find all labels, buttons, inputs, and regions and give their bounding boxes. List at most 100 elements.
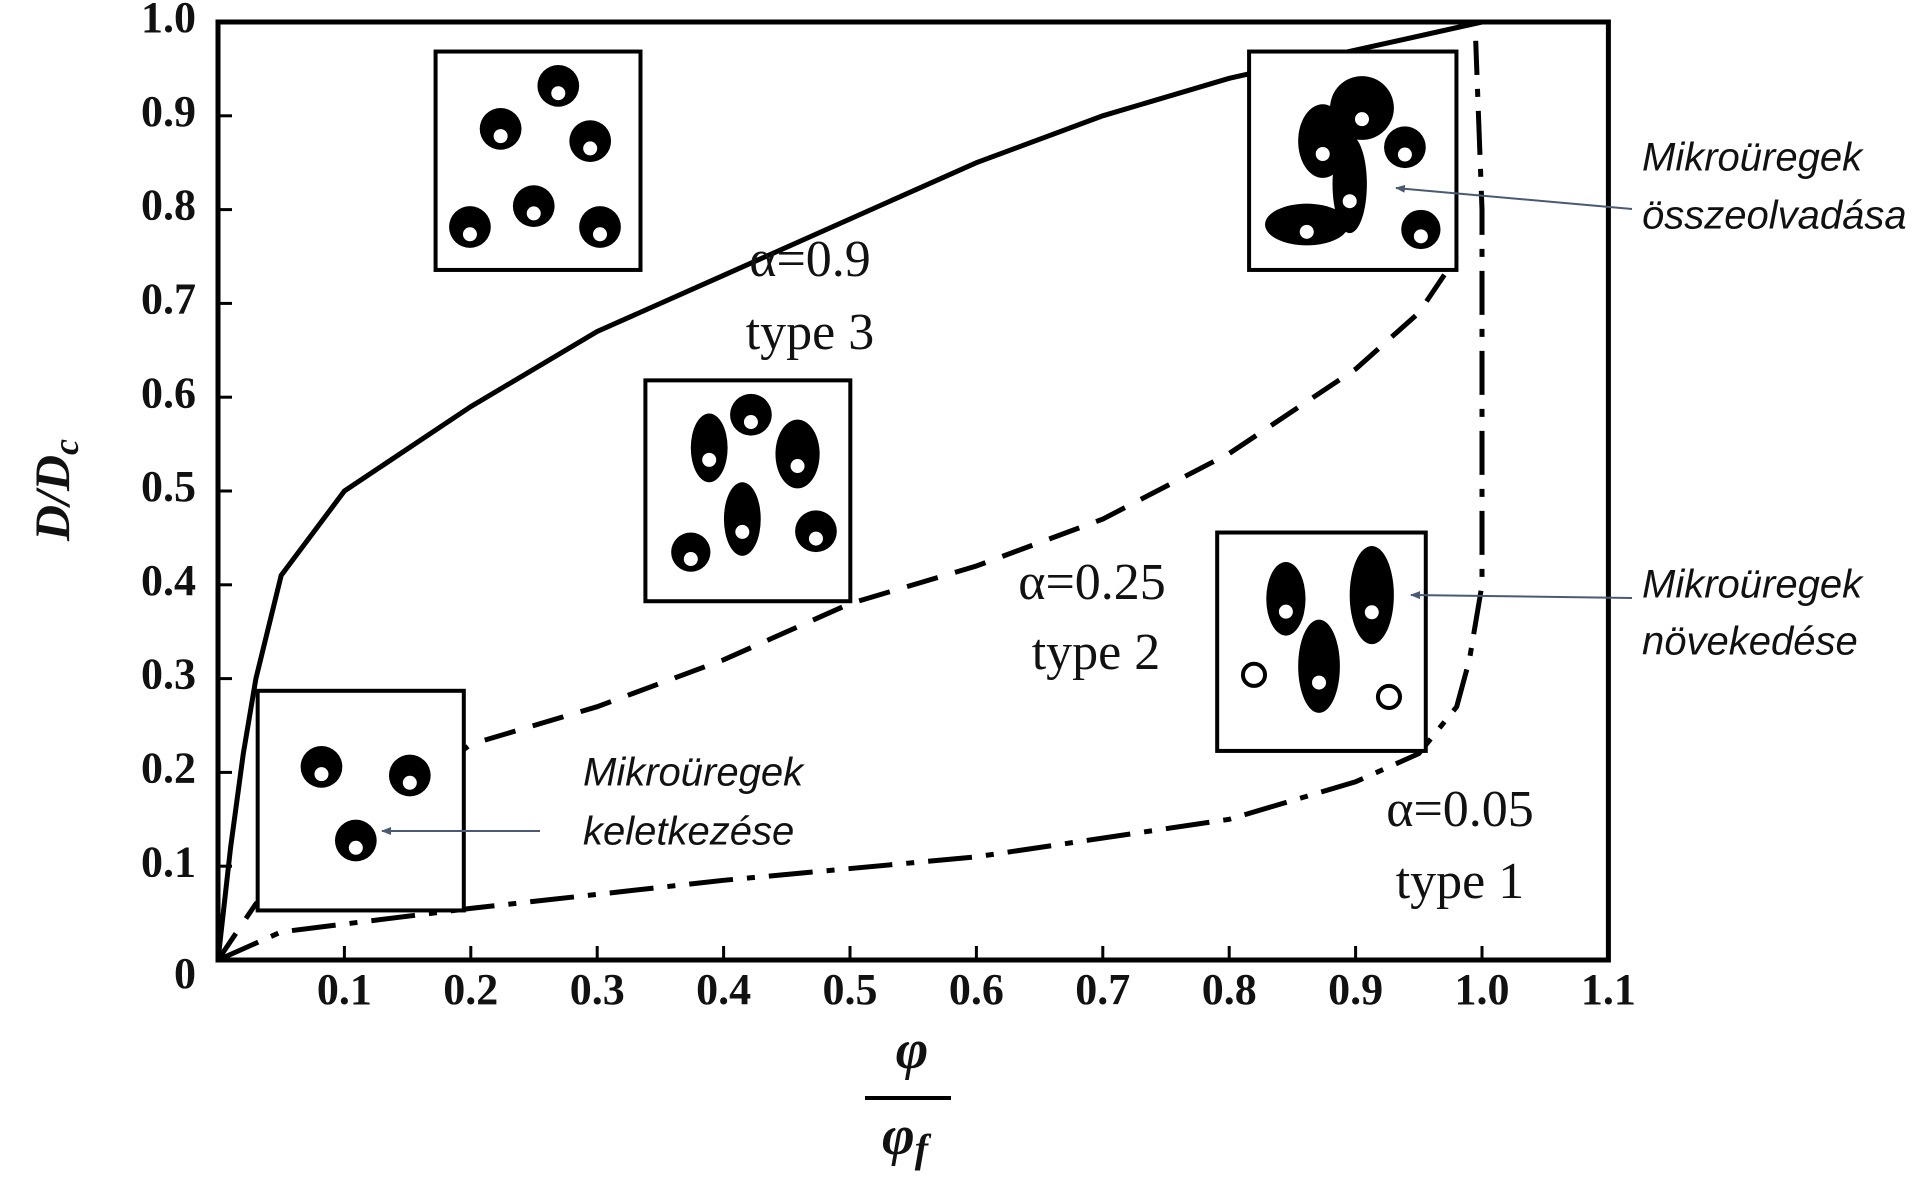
x-tick-label: 0.9 (1328, 965, 1383, 1014)
y-tick-label: 0.3 (141, 650, 196, 699)
x-tick-label: 0.6 (949, 965, 1004, 1014)
void-shell (1265, 203, 1349, 246)
void (1315, 146, 1330, 161)
y-axis-label: D/Dc (24, 439, 86, 542)
x-tick-label: 0.3 (570, 965, 625, 1014)
callout-text: Mikroüregek (583, 751, 805, 795)
void (1364, 605, 1379, 620)
curve-annotation: type 1 (1396, 853, 1525, 910)
void-shell (1349, 546, 1394, 645)
x-tick-label: 1.0 (1455, 965, 1510, 1014)
void-shell (479, 107, 522, 150)
void (808, 531, 823, 546)
x-tick-label: 0.4 (696, 965, 751, 1014)
curve-annotation: α=0.25 (1018, 554, 1166, 611)
void-shell (690, 413, 728, 483)
void-shell (1298, 619, 1340, 713)
void (583, 141, 598, 156)
curve-annotation: α=0.9 (749, 231, 871, 288)
callout-text: Mikroüregek (1642, 563, 1864, 607)
x-label-den-main: φ (882, 1105, 915, 1167)
y-tick-label: 0.4 (141, 556, 196, 605)
void-shell (512, 185, 555, 227)
void (1342, 194, 1357, 209)
y-tick-label: 0.5 (141, 462, 196, 511)
y-tick-label: 0 (174, 949, 196, 998)
inset (1247, 49, 1459, 272)
void-shell (569, 120, 612, 162)
x-tick-label: 1.1 (1581, 965, 1636, 1014)
inset (255, 688, 466, 913)
void (348, 840, 363, 855)
void-shell (579, 206, 621, 248)
void-shell (723, 482, 761, 556)
curve-annotation: type 2 (1032, 624, 1161, 681)
series-line (215, 19, 1483, 961)
void (702, 452, 717, 467)
void-shell (1330, 76, 1394, 140)
void (493, 129, 508, 144)
void (1354, 112, 1369, 127)
x-label-numerator: φ (896, 1019, 929, 1081)
x-tick-label: 0.8 (1202, 965, 1257, 1014)
void (526, 206, 541, 221)
x-tick-label: 0.1 (317, 965, 372, 1014)
void (551, 86, 566, 101)
y-tick-label: 0.8 (141, 181, 196, 230)
void (1299, 224, 1314, 239)
void (683, 552, 698, 567)
void (402, 775, 417, 790)
series-line (216, 40, 1485, 963)
x-label-denominator: φf (882, 1105, 932, 1171)
x-tick-label: 0.7 (1075, 965, 1130, 1014)
callout-arrow (1410, 591, 1633, 600)
void-shell (730, 393, 772, 436)
y-tick-label: 0.6 (141, 368, 196, 417)
void (1278, 604, 1293, 619)
void-shell (537, 65, 580, 107)
x-tick-label: 0.5 (823, 965, 878, 1014)
void (790, 459, 805, 474)
y-tick-label: 0.2 (141, 743, 196, 792)
callout-arrow (1395, 184, 1633, 210)
void-shell (388, 754, 431, 797)
void-shell (775, 419, 820, 489)
curve-annotation: type 3 (746, 304, 875, 361)
callout-text: összeolvadása (1642, 194, 1907, 238)
inset (1215, 530, 1428, 753)
void-shell (1266, 561, 1306, 636)
callout-text: keletkezése (583, 810, 794, 854)
callout-text: Mikroüregek (1642, 136, 1864, 180)
inset (643, 378, 853, 604)
void (1375, 683, 1403, 710)
y-tick-label: 0.9 (141, 87, 196, 136)
void (1413, 229, 1428, 244)
void-shell (1384, 126, 1426, 169)
void-shell (449, 206, 491, 248)
void (1240, 661, 1268, 688)
y-tick-label: 0.1 (141, 837, 196, 886)
curve-annotation: α=0.05 (1386, 781, 1534, 838)
y-tick-label: 0.7 (141, 274, 196, 323)
inset-box (255, 688, 466, 913)
callout-text: növekedése (1642, 620, 1858, 664)
void (735, 524, 750, 539)
x-tick-label: 0.2 (443, 965, 498, 1014)
void-shell (300, 746, 343, 788)
inset (433, 49, 643, 272)
void (743, 415, 758, 430)
void-shell (334, 819, 377, 862)
void (1397, 147, 1412, 162)
void (1312, 675, 1327, 690)
plot-frame (215, 19, 1611, 963)
y-label-main: D/D (24, 455, 80, 542)
y-label-sub: c (46, 439, 86, 455)
y-tick-label: 1.0 (141, 0, 196, 42)
void-shell (795, 510, 837, 553)
x-label-den-sub: f (915, 1126, 932, 1171)
void (593, 227, 608, 242)
series-line (215, 255, 1459, 962)
void-shell (1332, 134, 1367, 234)
void (462, 227, 477, 242)
